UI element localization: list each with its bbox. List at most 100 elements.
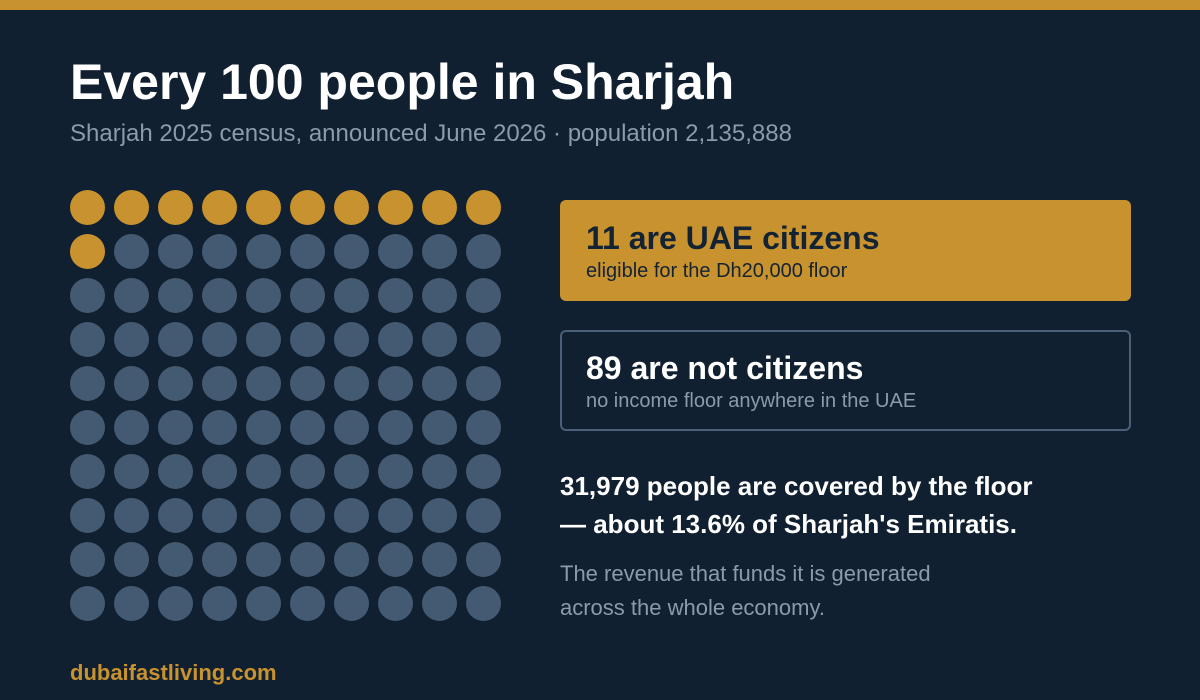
- revenue-note-line-2: across the whole economy.: [560, 595, 825, 620]
- coverage-highlight: 31,979 people are covered by the floor —…: [560, 467, 1120, 543]
- waffle-dot-non-citizen: [290, 542, 325, 577]
- waffle-dot-non-citizen: [202, 278, 237, 313]
- waffle-dot-non-citizen: [334, 586, 369, 621]
- waffle-dot-citizen: [422, 190, 457, 225]
- waffle-dot-citizen: [70, 190, 105, 225]
- waffle-dot-non-citizen: [466, 234, 501, 269]
- waffle-dot-non-citizen: [466, 586, 501, 621]
- waffle-dot-citizen: [290, 190, 325, 225]
- waffle-dot-non-citizen: [290, 278, 325, 313]
- waffle-dot-non-citizen: [466, 278, 501, 313]
- waffle-dot-non-citizen: [202, 542, 237, 577]
- citizens-detail: eligible for the Dh20,000 floor: [586, 260, 848, 282]
- waffle-dot-non-citizen: [422, 498, 457, 533]
- citizens-headline: 11 are UAE citizens: [586, 220, 880, 256]
- waffle-dot-non-citizen: [246, 234, 281, 269]
- coverage-line-2: — about 13.6% of Sharjah's Emiratis.: [560, 509, 1017, 539]
- waffle-dot-non-citizen: [422, 542, 457, 577]
- waffle-dot-citizen: [70, 234, 105, 269]
- waffle-dot-citizen: [334, 190, 369, 225]
- waffle-dot-non-citizen: [70, 542, 105, 577]
- waffle-dot-non-citizen: [378, 586, 413, 621]
- waffle-dot-non-citizen: [422, 322, 457, 357]
- waffle-dot-non-citizen: [114, 498, 149, 533]
- waffle-dot-non-citizen: [114, 410, 149, 445]
- waffle-dot-non-citizen: [378, 366, 413, 401]
- waffle-dot-non-citizen: [246, 322, 281, 357]
- waffle-dot-non-citizen: [158, 366, 193, 401]
- waffle-dot-non-citizen: [378, 454, 413, 489]
- page-title: Every 100 people in Sharjah: [70, 54, 735, 110]
- waffle-dot-non-citizen: [290, 586, 325, 621]
- waffle-dot-non-citizen: [334, 498, 369, 533]
- page-subtitle: Sharjah 2025 census, announced June 2026…: [70, 120, 792, 147]
- waffle-dot-non-citizen: [422, 278, 457, 313]
- waffle-dot-non-citizen: [378, 542, 413, 577]
- waffle-dot-non-citizen: [70, 366, 105, 401]
- waffle-dot-non-citizen: [202, 586, 237, 621]
- waffle-dot-non-citizen: [202, 454, 237, 489]
- waffle-dot-non-citizen: [114, 322, 149, 357]
- waffle-dot-non-citizen: [70, 278, 105, 313]
- waffle-dot-non-citizen: [334, 454, 369, 489]
- waffle-dot-non-citizen: [378, 322, 413, 357]
- waffle-dot-non-citizen: [422, 366, 457, 401]
- waffle-dot-non-citizen: [158, 586, 193, 621]
- waffle-dot-non-citizen: [246, 410, 281, 445]
- waffle-dot-citizen: [114, 190, 149, 225]
- waffle-dot-non-citizen: [466, 498, 501, 533]
- waffle-dot-non-citizen: [158, 498, 193, 533]
- waffle-dot-non-citizen: [70, 498, 105, 533]
- waffle-dot-citizen: [202, 190, 237, 225]
- waffle-dot-non-citizen: [290, 322, 325, 357]
- waffle-dot-non-citizen: [246, 498, 281, 533]
- waffle-dot-non-citizen: [114, 454, 149, 489]
- waffle-dot-non-citizen: [70, 410, 105, 445]
- waffle-dot-non-citizen: [114, 278, 149, 313]
- waffle-dot-non-citizen: [422, 234, 457, 269]
- waffle-dot-non-citizen: [334, 278, 369, 313]
- waffle-dot-non-citizen: [334, 542, 369, 577]
- waffle-dot-non-citizen: [202, 366, 237, 401]
- waffle-dot-non-citizen: [466, 322, 501, 357]
- waffle-dot-non-citizen: [114, 586, 149, 621]
- revenue-note: The revenue that funds it is generated a…: [560, 557, 1120, 625]
- waffle-dot-non-citizen: [158, 278, 193, 313]
- waffle-dot-non-citizen: [70, 454, 105, 489]
- waffle-dot-non-citizen: [70, 322, 105, 357]
- waffle-dot-non-citizen: [290, 498, 325, 533]
- waffle-dot-non-citizen: [378, 498, 413, 533]
- waffle-dot-non-citizen: [466, 542, 501, 577]
- waffle-dot-non-citizen: [466, 454, 501, 489]
- waffle-dot-non-citizen: [158, 410, 193, 445]
- waffle-dot-non-citizen: [378, 234, 413, 269]
- waffle-dot-non-citizen: [422, 410, 457, 445]
- source-credit: dubaifastliving.com: [70, 660, 277, 685]
- non-citizens-detail: no income floor anywhere in the UAE: [586, 390, 917, 412]
- waffle-dot-non-citizen: [202, 234, 237, 269]
- waffle-dot-non-citizen: [334, 410, 369, 445]
- waffle-dot-non-citizen: [422, 454, 457, 489]
- citizens-card: 11 are UAE citizens eligible for the Dh2…: [560, 200, 1131, 301]
- waffle-dot-non-citizen: [290, 410, 325, 445]
- waffle-dot-citizen: [466, 190, 501, 225]
- waffle-dot-non-citizen: [158, 542, 193, 577]
- waffle-dot-non-citizen: [246, 278, 281, 313]
- waffle-dot-non-citizen: [246, 366, 281, 401]
- waffle-dot-non-citizen: [334, 234, 369, 269]
- waffle-dot-citizen: [158, 190, 193, 225]
- non-citizens-card: 89 are not citizens no income floor anyw…: [560, 330, 1131, 431]
- waffle-dot-non-citizen: [290, 366, 325, 401]
- waffle-dot-non-citizen: [246, 454, 281, 489]
- waffle-dot-non-citizen: [378, 278, 413, 313]
- waffle-dot-non-citizen: [334, 322, 369, 357]
- top-accent-bar: [0, 0, 1200, 10]
- waffle-dot-non-citizen: [202, 410, 237, 445]
- non-citizens-headline: 89 are not citizens: [586, 350, 864, 386]
- waffle-dot-non-citizen: [202, 498, 237, 533]
- waffle-dot-non-citizen: [290, 454, 325, 489]
- waffle-dot-non-citizen: [70, 586, 105, 621]
- waffle-dot-non-citizen: [290, 234, 325, 269]
- waffle-dot-non-citizen: [114, 542, 149, 577]
- revenue-note-line-1: The revenue that funds it is generated: [560, 561, 931, 586]
